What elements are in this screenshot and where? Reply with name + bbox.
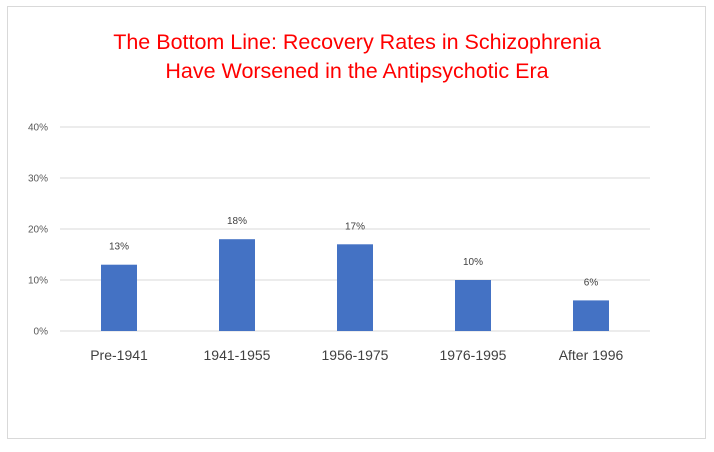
x-tick-label: 1941-1955 <box>204 347 271 363</box>
bar <box>455 280 491 331</box>
y-tick-label: 10% <box>28 276 48 287</box>
chart-frame <box>7 6 706 439</box>
x-tick-label: After 1996 <box>559 347 624 363</box>
x-tick-label: 1956-1975 <box>322 347 389 363</box>
data-label: 10% <box>463 257 483 268</box>
bar <box>337 244 373 331</box>
chart-title-line-2: Have Worsened in the Antipsychotic Era <box>165 59 549 83</box>
chart-title-line-1: The Bottom Line: Recovery Rates in Schiz… <box>113 30 601 54</box>
y-tick-label: 40% <box>28 123 48 134</box>
y-tick-label: 0% <box>34 327 49 338</box>
x-tick-label: 1976-1995 <box>440 347 507 363</box>
y-tick-label: 20% <box>28 225 48 236</box>
y-tick-label: 30% <box>28 174 48 185</box>
data-label: 13% <box>109 242 129 253</box>
data-labels: 13% 18% 17% 10% 6% <box>109 216 598 288</box>
x-tick-label: Pre-1941 <box>90 347 148 363</box>
data-label: 17% <box>345 221 365 232</box>
bar <box>219 239 255 331</box>
data-label: 18% <box>227 216 247 227</box>
y-axis-tick-labels: 0% 10% 20% 30% 40% <box>28 123 48 338</box>
chart-title: The Bottom Line: Recovery Rates in Schiz… <box>0 28 714 86</box>
data-label: 6% <box>584 277 599 288</box>
x-axis-category-labels: Pre-1941 1941-1955 1956-1975 1976-1995 After… <box>90 347 623 363</box>
bars <box>101 239 609 331</box>
bar <box>573 300 609 331</box>
bar <box>101 264 137 331</box>
